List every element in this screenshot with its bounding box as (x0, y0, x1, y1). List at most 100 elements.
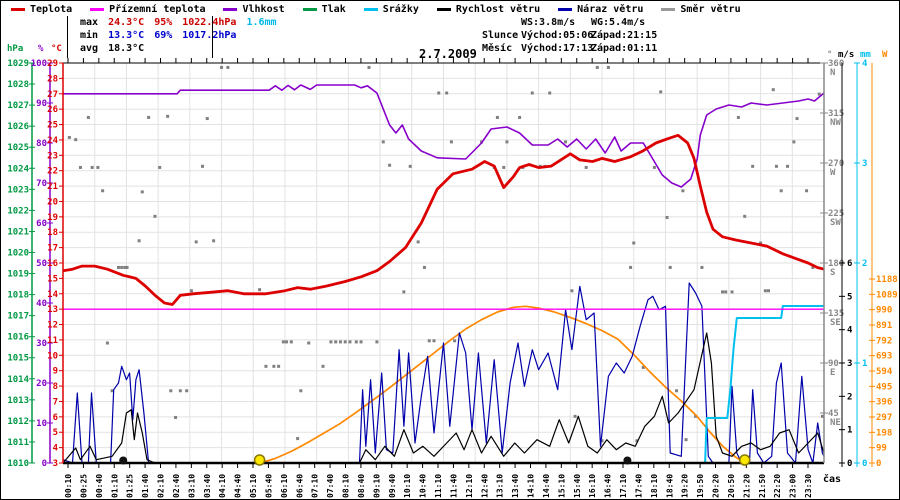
time-tick-label: 03:40 (203, 474, 212, 498)
temperature-tick-label: 19 (47, 213, 58, 223)
time-tick-label: 00:10 (64, 474, 73, 498)
wind-direction-point (334, 340, 338, 344)
series-vlhkost (63, 84, 825, 188)
pressure-tick-label: 1027 (7, 101, 29, 111)
wind-direction-point (285, 340, 289, 344)
solar-tick-label: 99 (876, 444, 887, 454)
solar-tick-label: 495 (876, 382, 892, 392)
direction-compass-label: E (830, 368, 835, 378)
temperature-tick-label: 13 (47, 305, 58, 315)
wind-direction-point (120, 265, 124, 269)
wind-direction-point (296, 437, 300, 441)
time-tick-label: 09:10 (372, 474, 381, 498)
solar-tick-label: 1188 (876, 275, 898, 285)
wind-direction-point (453, 339, 457, 343)
wind-direction-point (402, 290, 406, 294)
prizemni-teplota-swatch-icon (90, 8, 105, 11)
wind-direction-point (137, 239, 141, 243)
temperature-tick-label: 23 (47, 151, 58, 161)
legend-item: Teplota (11, 4, 72, 15)
wind-direction-point (518, 115, 522, 119)
min-humidity: 69% (154, 30, 173, 41)
pressure-axis-unit: hPa (7, 44, 23, 54)
wind-direction-point (700, 265, 704, 269)
wind-direction-point (166, 114, 170, 118)
wind-direction-point (140, 190, 144, 194)
teplota-swatch-icon (11, 8, 25, 11)
time-tick-label: 18:10 (650, 474, 659, 498)
direction-compass-label: SW (830, 218, 841, 228)
vlhkost-swatch-icon (223, 8, 238, 11)
wind-direction-point (272, 364, 276, 368)
series-rychlost-v-tru (62, 332, 825, 464)
time-tick-label: 13:40 (511, 474, 520, 498)
wind-direction-point (359, 340, 363, 344)
temperature-tick-label: 14 (47, 290, 58, 300)
wind-direction-point (573, 414, 577, 418)
time-tick-label: 00:40 (95, 474, 104, 498)
legend-label: Tlak (321, 4, 346, 15)
wind-direction-point (811, 265, 815, 269)
wind-direction-point (110, 389, 114, 393)
temperature-tick-label: 9 (53, 367, 58, 377)
time-tick-label: 20:50 (727, 474, 736, 498)
time-axis-label: čas (823, 473, 841, 485)
pressure-tick-label: 1014 (7, 375, 29, 385)
wind-direction-point (751, 164, 755, 168)
temperature-tick-label: 20 (47, 197, 58, 207)
humidity-tick-label: 30 (36, 339, 47, 349)
wind-direction-point (584, 165, 588, 169)
wind-direction-point (530, 91, 534, 95)
time-tick-label: 04:40 (234, 474, 243, 498)
max-temp: 24.3°C (108, 17, 145, 28)
humidity-tick-label: 50 (36, 259, 47, 269)
stats-divider-left (67, 16, 68, 58)
time-tick-label: 02:10 (157, 474, 166, 498)
time-tick-label: 03:10 (187, 474, 196, 498)
moon-label: Měsíc (482, 43, 513, 54)
wind-direction-point (774, 164, 778, 168)
temperature-tick-label: 28 (47, 74, 58, 84)
legend-item: Tlak (302, 4, 346, 15)
time-tick-label: 00:25 (79, 474, 88, 498)
temperature-tick-label: 5 (53, 428, 58, 438)
direction-tick-label: 225 (828, 209, 844, 219)
temperature-tick-label: 8 (53, 382, 58, 392)
solar-tick-label: 594 (876, 367, 893, 377)
wind-direction-point (277, 364, 281, 368)
chart-date-title: 2.7.2009 (419, 47, 477, 61)
pressure-tick-label: 1018 (7, 291, 29, 301)
time-tick-label: 16:10 (588, 474, 597, 498)
wind-direction-point (795, 117, 799, 121)
wind-direction-point (388, 163, 392, 167)
temperature-tick-label: 6 (53, 413, 58, 423)
time-tick-label: 09:40 (388, 474, 397, 498)
wind-direction-point (408, 164, 412, 168)
humidity-tick-label: 0 (42, 459, 47, 469)
temperature-tick-label: 12 (47, 321, 58, 331)
wind-direction-point (548, 91, 552, 95)
wind-direction-point (299, 389, 303, 393)
wind-direction-point (125, 265, 129, 269)
pressure-tick-label: 1025 (7, 143, 29, 153)
legend-item: Srážky (363, 4, 419, 15)
avg-temp: 18.3°C (108, 43, 145, 54)
pressure-tick-label: 1029 (7, 59, 29, 69)
time-tick-label: 01:10 (110, 474, 119, 498)
solar-tick-label: 1089 (876, 290, 898, 300)
wind-direction-point (684, 438, 688, 442)
wind-direction-point (96, 165, 100, 169)
pressure-tick-label: 1017 (7, 312, 29, 322)
wind-direction-point (367, 65, 371, 69)
wind-direction-point (792, 140, 796, 144)
wind-direction-point (422, 265, 426, 269)
humidity-tick-label: 100 (31, 59, 47, 69)
series-sr-ky (63, 305, 824, 464)
windspeed-tick-label: 2 (847, 392, 852, 402)
stats-divider-right (212, 16, 213, 58)
solar-tick-label: 297 (876, 413, 892, 423)
time-tick-label: 01:25 (126, 474, 135, 498)
wind-direction-point (502, 165, 506, 169)
wind-direction-point (212, 239, 216, 243)
wind-direction-point (629, 265, 633, 269)
